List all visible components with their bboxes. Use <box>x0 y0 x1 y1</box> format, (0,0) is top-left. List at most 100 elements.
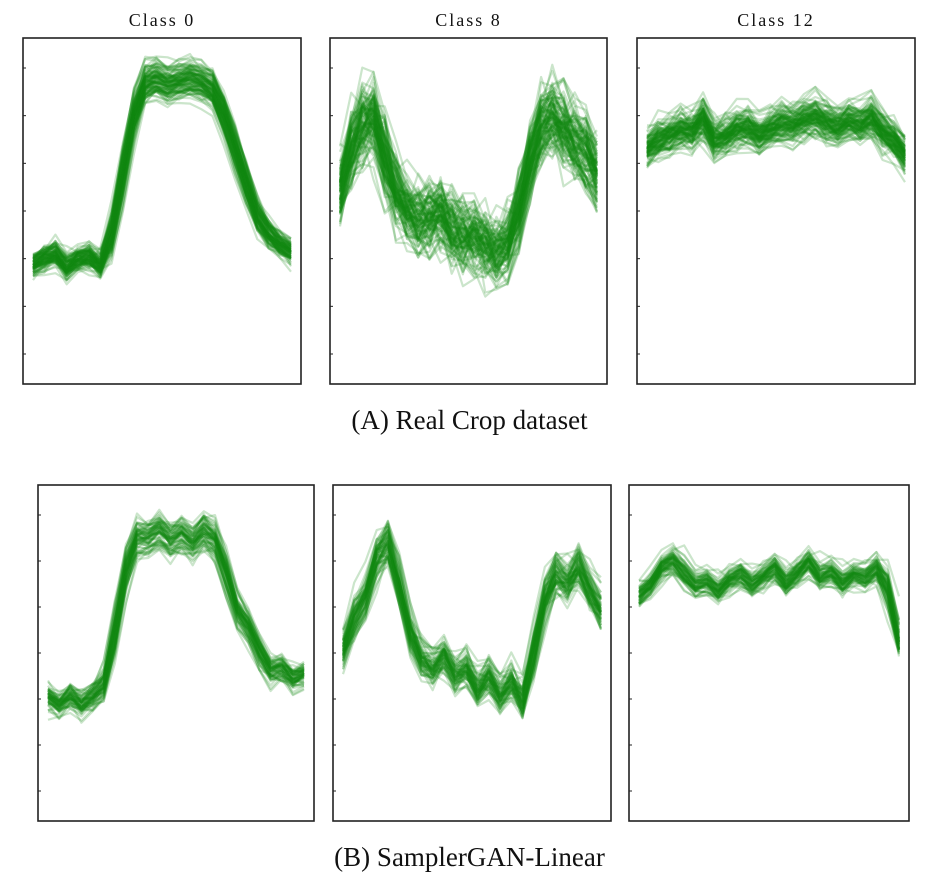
series-line <box>342 561 602 700</box>
series-line <box>646 107 906 155</box>
series-line <box>339 118 598 268</box>
series-line <box>638 556 901 643</box>
series-line <box>338 104 599 270</box>
series-line <box>638 557 901 651</box>
series-line <box>338 102 598 257</box>
series-line <box>47 527 305 705</box>
series-line <box>638 555 901 634</box>
series-line <box>338 103 599 252</box>
series-line <box>646 119 906 165</box>
series-line <box>32 73 292 269</box>
series-line <box>338 142 598 288</box>
series-line <box>32 75 292 270</box>
series-line <box>638 559 901 648</box>
series-line <box>341 553 602 704</box>
series-line <box>47 517 305 706</box>
series-line <box>342 548 603 704</box>
series-line <box>646 112 906 164</box>
series-line <box>341 536 602 699</box>
series-line <box>646 98 906 148</box>
series-line <box>646 115 906 150</box>
series-line <box>646 110 906 155</box>
series-line <box>32 70 292 271</box>
series-line <box>32 83 292 279</box>
series-line <box>47 514 305 698</box>
series-line <box>339 115 599 261</box>
series-line <box>338 102 598 268</box>
series-line <box>338 89 598 236</box>
series-line <box>341 522 602 704</box>
series-line <box>32 70 292 268</box>
series-line <box>32 85 292 273</box>
series-line <box>32 68 292 263</box>
series-line <box>338 121 598 278</box>
series-line <box>47 530 305 713</box>
series-line <box>341 541 602 710</box>
series-line <box>339 109 598 261</box>
series-line <box>47 546 305 713</box>
series-line <box>341 533 602 695</box>
series-line <box>341 551 602 709</box>
series-line <box>32 64 292 264</box>
series-line <box>32 85 292 274</box>
series-line <box>638 564 901 651</box>
series-line <box>341 519 603 693</box>
chart-title: Class 12 <box>737 10 815 30</box>
series-line <box>341 551 602 706</box>
series-line <box>338 75 599 243</box>
series-line <box>338 121 599 267</box>
series-line <box>338 95 599 252</box>
series-line <box>32 68 292 268</box>
series-line <box>341 555 602 701</box>
series-line <box>32 70 292 266</box>
series-line <box>338 115 598 279</box>
series-line <box>638 560 901 645</box>
series-line <box>338 81 599 240</box>
series-line <box>47 515 305 693</box>
series-line <box>32 74 292 270</box>
series-line <box>638 549 901 621</box>
series-line <box>342 519 602 700</box>
series-line <box>338 90 598 235</box>
series-line <box>638 551 901 643</box>
series-line <box>646 97 906 143</box>
series-line <box>638 559 901 648</box>
series-line <box>32 67 292 263</box>
series-line <box>338 106 598 255</box>
series-line <box>47 537 305 706</box>
series-line <box>338 102 598 274</box>
series-line <box>339 106 598 249</box>
series-line <box>47 539 305 713</box>
series-line <box>646 111 906 150</box>
series-line <box>646 102 906 148</box>
series-line <box>338 100 599 240</box>
series-line <box>32 78 292 274</box>
series-line <box>646 128 906 166</box>
series-line <box>638 556 901 642</box>
series-line <box>638 556 901 647</box>
series-line <box>32 88 292 286</box>
series-line <box>47 523 305 712</box>
series-line <box>646 107 907 159</box>
series-line <box>638 556 901 643</box>
series-line <box>47 512 305 706</box>
series-line <box>341 543 602 701</box>
series-line <box>338 93 599 253</box>
series-line <box>32 83 292 278</box>
series-line <box>638 557 901 644</box>
caption-a: (A) Real Crop dataset <box>351 405 588 435</box>
series-line <box>338 109 599 270</box>
series-line <box>341 542 602 699</box>
series-line <box>338 114 598 288</box>
series-line <box>638 560 901 649</box>
series-line <box>32 56 292 264</box>
series-line <box>646 128 906 166</box>
series-line <box>47 530 305 704</box>
series-line <box>338 88 599 277</box>
series-line <box>32 62 292 270</box>
series-line <box>32 75 292 273</box>
series-line <box>646 105 906 152</box>
series-line <box>646 116 906 156</box>
series-line <box>341 546 603 711</box>
